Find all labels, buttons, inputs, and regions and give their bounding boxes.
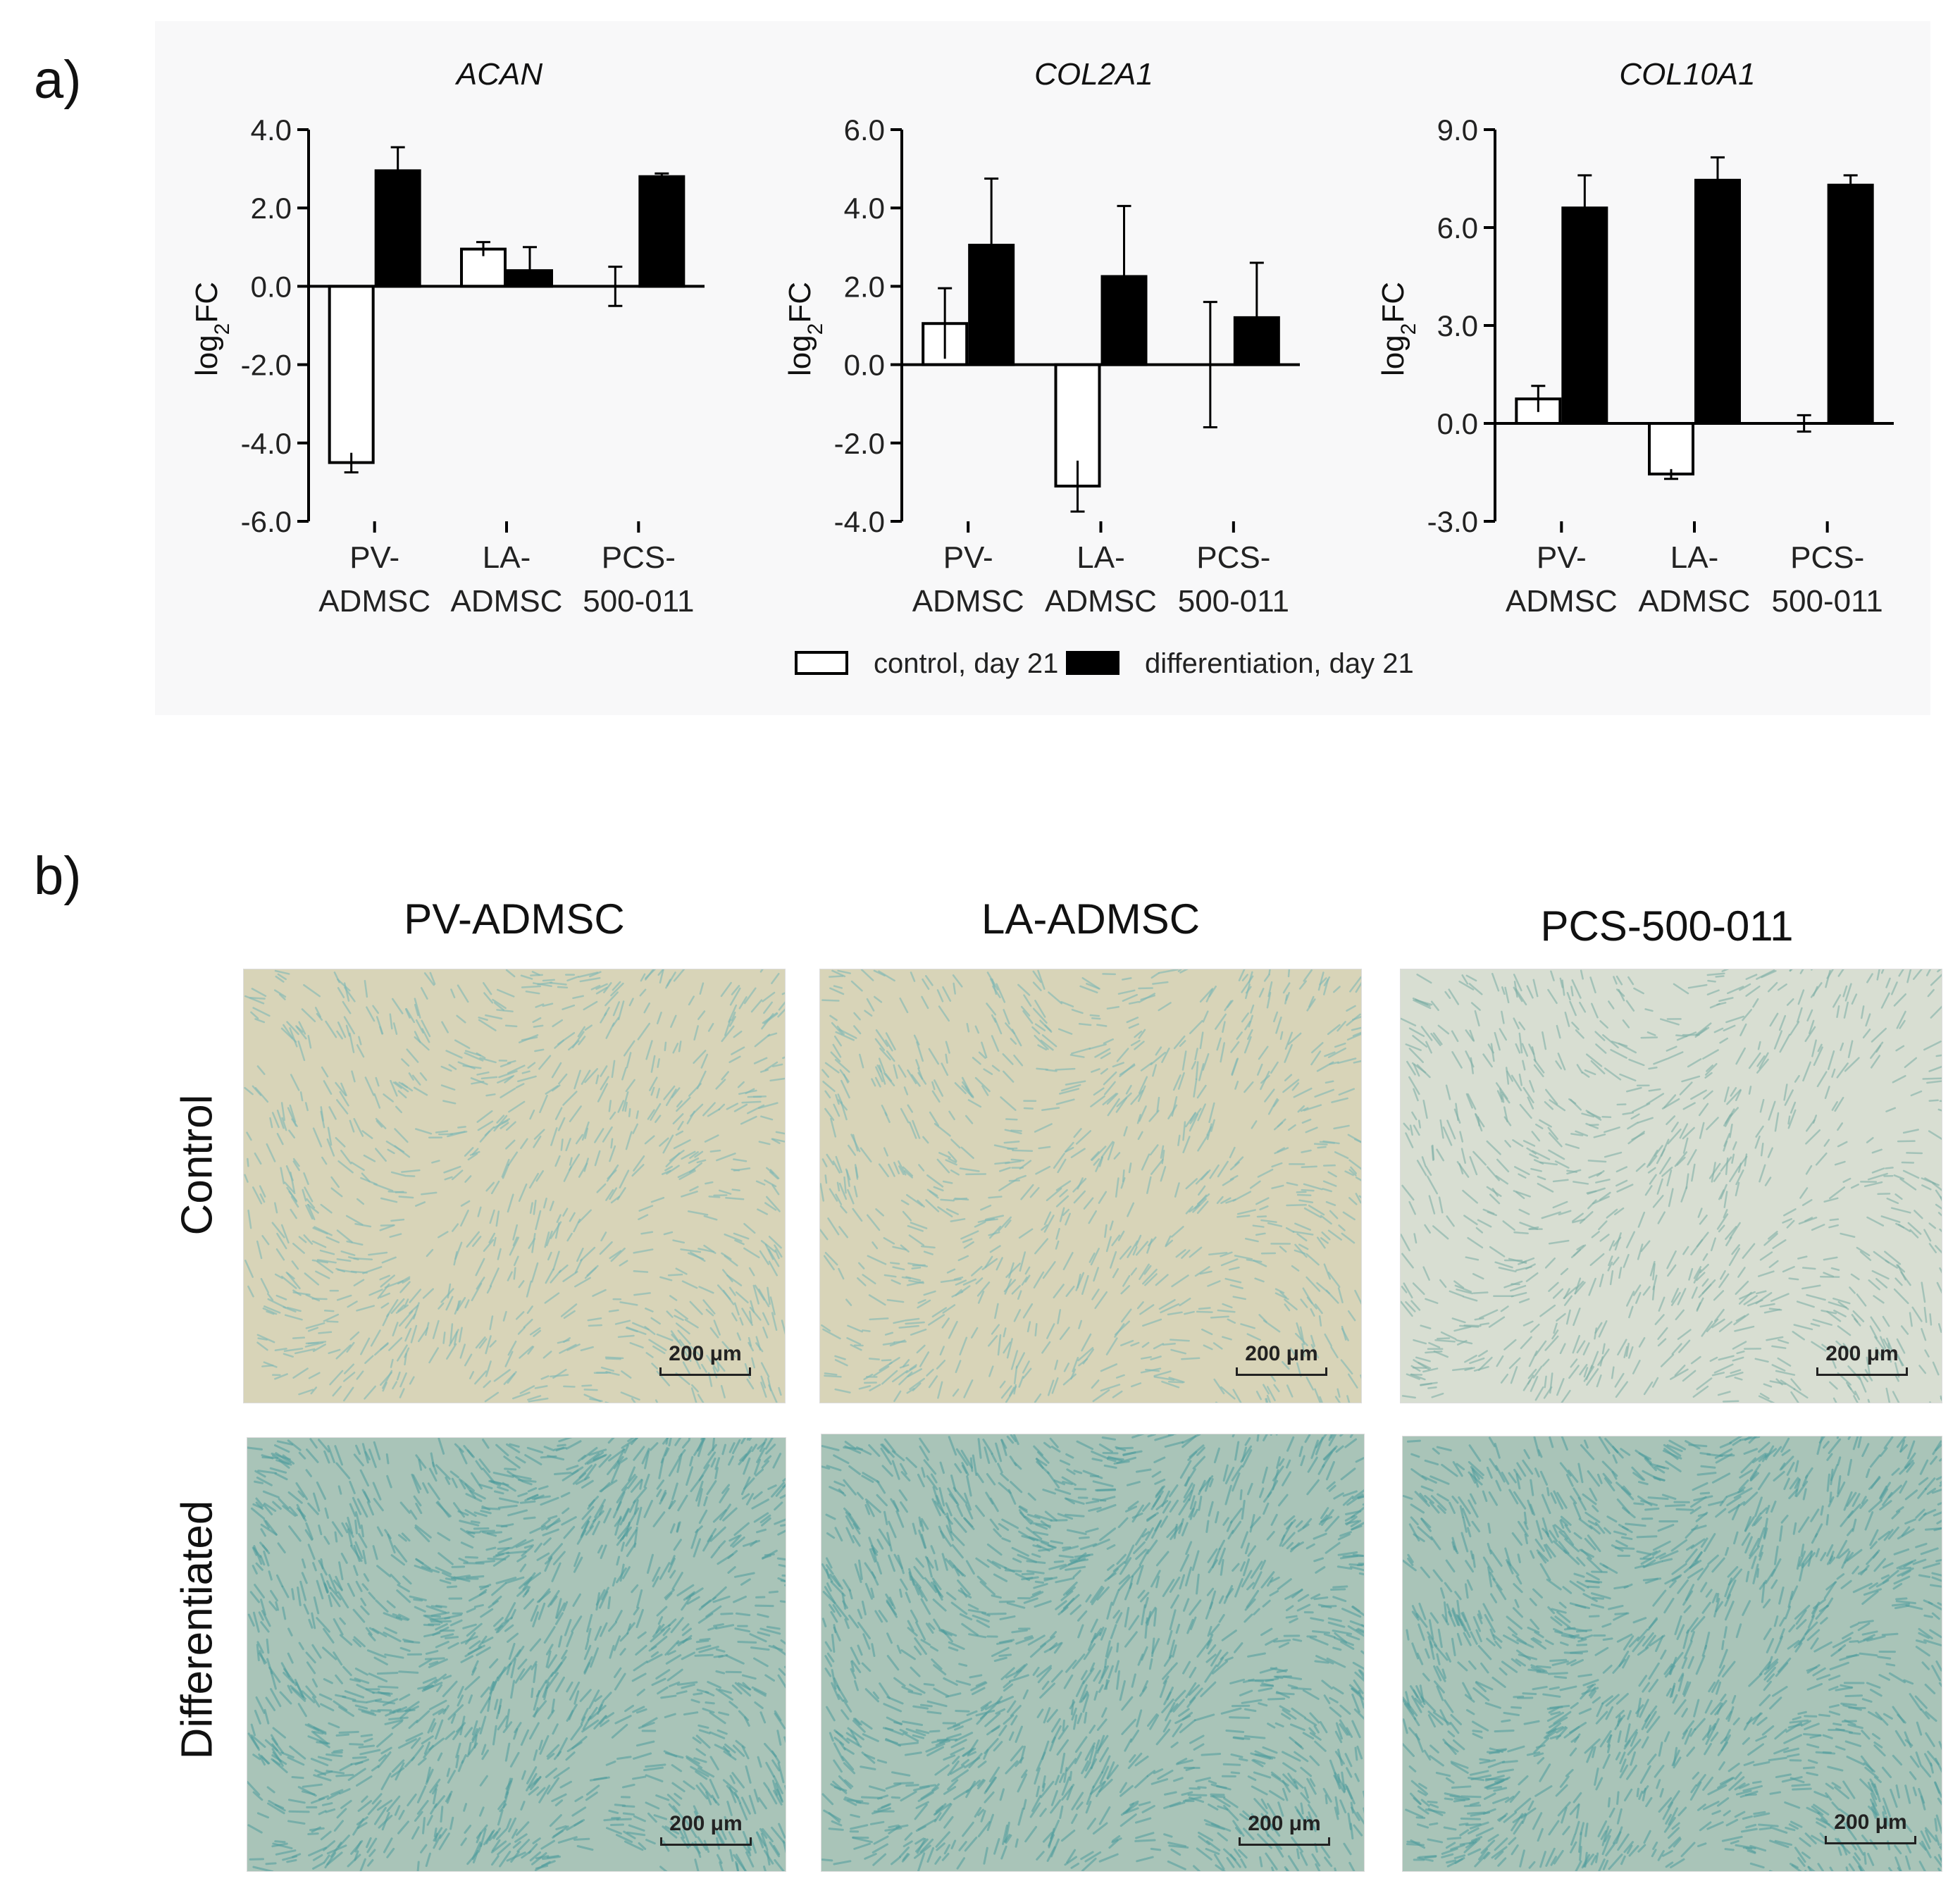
bar-chart-acan: ACAN -6.0 -4.0 -2.0 0.0 2.0 4.0 log2FC PV- ADMSC L… bbox=[190, 57, 705, 619]
panel-b-label: b) bbox=[34, 846, 82, 906]
scale-bar: 200 μm bbox=[1816, 1342, 1908, 1376]
panel-a-background bbox=[155, 21, 1930, 715]
chart-area: ACAN -6.0 -4.0 -2.0 0.0 2.0 4.0 log2FC PV- ADMSC L… bbox=[190, 57, 1894, 679]
micrograph-pcs-500-011-differentiated: 200 μm bbox=[1402, 1436, 1942, 1872]
y-tick-label: -2.0 bbox=[834, 427, 885, 460]
y-tick-label: -4.0 bbox=[834, 505, 885, 538]
legend-label: differentiation, day 21 bbox=[1145, 648, 1414, 679]
x-category-label: PV- bbox=[349, 540, 399, 575]
cell-strokes bbox=[1403, 1436, 1942, 1871]
micrograph-texture bbox=[1401, 969, 1942, 1403]
x-category-label: LA- bbox=[1077, 540, 1124, 575]
scale-bar: 200 μm bbox=[1825, 1811, 1916, 1844]
y-tick-label: 2.0 bbox=[844, 270, 885, 303]
x-category-label: ADMSC bbox=[912, 584, 1024, 619]
micrograph-texture bbox=[1403, 1436, 1942, 1871]
y-tick-label: 3.0 bbox=[1437, 309, 1478, 342]
x-category-label: ADMSC bbox=[451, 584, 563, 619]
cell-strokes bbox=[244, 969, 785, 1403]
scale-bar: 200 μm bbox=[1239, 1812, 1330, 1846]
y-axis-label: log2FC bbox=[190, 282, 234, 376]
y-tick-label: -3.0 bbox=[1427, 505, 1478, 538]
x-category-label: PV- bbox=[943, 540, 993, 575]
bar-chart-col2a1: COL2A1 -4.0 -2.0 0.0 2.0 4.0 6.0 log2FC PV- ADMSC… bbox=[783, 57, 1300, 619]
column-title-la-admsc: LA-ADMSC bbox=[981, 895, 1201, 943]
row-title-control: Control bbox=[173, 1094, 222, 1236]
x-category-label: ADMSC bbox=[318, 584, 430, 619]
x-category-label: LA- bbox=[1670, 540, 1718, 575]
micrograph-texture bbox=[244, 969, 785, 1403]
y-axis-label: log2FC bbox=[1376, 282, 1420, 376]
micrograph-texture bbox=[821, 1434, 1364, 1871]
cell-strokes bbox=[820, 969, 1361, 1403]
vignette-shade bbox=[1401, 969, 1942, 1403]
y-tick-label: -4.0 bbox=[241, 427, 292, 460]
micrograph-texture bbox=[247, 1438, 786, 1871]
x-category-label: PCS- bbox=[1196, 540, 1270, 575]
x-category-label: 500-011 bbox=[1178, 584, 1289, 619]
scale-bar-label: 200 μm bbox=[669, 1342, 742, 1365]
y-tick-label: 4.0 bbox=[844, 192, 885, 225]
scale-bar-label: 200 μm bbox=[1245, 1342, 1318, 1365]
panel-a-label: a) bbox=[34, 50, 82, 110]
scale-bar: 200 μm bbox=[1236, 1342, 1327, 1376]
x-category-label: PCS- bbox=[602, 540, 676, 575]
scale-bar-label: 200 μm bbox=[1248, 1812, 1321, 1835]
bar bbox=[328, 285, 375, 464]
micrograph-background bbox=[244, 969, 785, 1403]
scale-bar-label: 200 μm bbox=[669, 1812, 743, 1835]
micrograph-pv-admsc-differentiated: 200 μm bbox=[247, 1437, 786, 1872]
x-category-label: ADMSC bbox=[1639, 584, 1751, 619]
y-tick-label: 6.0 bbox=[844, 113, 885, 147]
bar bbox=[1648, 422, 1694, 476]
legend-swatch bbox=[1066, 651, 1119, 675]
micrograph-texture bbox=[820, 969, 1361, 1403]
row-title-differentiated: Differentiated bbox=[173, 1500, 222, 1760]
micrograph-pv-admsc-control: 200 μm bbox=[243, 969, 786, 1403]
scale-bar: 200 μm bbox=[659, 1342, 751, 1376]
bar bbox=[1694, 178, 1741, 425]
x-category-label: PCS- bbox=[1790, 540, 1864, 575]
micrograph-pcs-500-011-control: 200 μm bbox=[1400, 969, 1942, 1403]
x-category-label: 500-011 bbox=[583, 584, 694, 619]
legend-swatch bbox=[795, 651, 848, 675]
scale-bar-label: 200 μm bbox=[1825, 1342, 1899, 1365]
y-tick-label: 6.0 bbox=[1437, 211, 1478, 244]
y-tick-label: 0.0 bbox=[844, 349, 885, 382]
scale-bar-label: 200 μm bbox=[1834, 1811, 1907, 1834]
y-tick-label: 9.0 bbox=[1437, 113, 1478, 147]
y-tick-label: 0.0 bbox=[251, 270, 292, 303]
y-tick-label: 0.0 bbox=[1437, 407, 1478, 440]
x-category-label: ADMSC bbox=[1045, 584, 1157, 619]
column-title-pv-admsc: PV-ADMSC bbox=[404, 895, 625, 943]
y-tick-label: -6.0 bbox=[241, 505, 292, 538]
x-category-label: 500-011 bbox=[1772, 584, 1883, 619]
bar-chart-col10a1: COL10A1 -3.0 0.0 3.0 6.0 9.0 log2FC PV- ADMSC LA-… bbox=[1376, 57, 1894, 619]
y-tick-label: -2.0 bbox=[241, 349, 292, 382]
y-axis-label: log2FC bbox=[783, 282, 827, 376]
micrograph-background bbox=[820, 969, 1361, 1403]
column-title-pcs-500-011: PCS-500-011 bbox=[1540, 902, 1794, 950]
x-category-label: LA- bbox=[483, 540, 531, 575]
legend: control, day 21 differentiation, day 21 bbox=[795, 648, 1414, 679]
micrograph-background bbox=[1403, 1436, 1942, 1871]
bar bbox=[638, 175, 686, 288]
chart-title: COL10A1 bbox=[1619, 57, 1755, 92]
legend-label: control, day 21 bbox=[874, 648, 1058, 679]
x-category-label: ADMSC bbox=[1506, 584, 1618, 619]
y-tick-label: 4.0 bbox=[251, 113, 292, 147]
scale-bar: 200 μm bbox=[660, 1812, 752, 1846]
chart-title: COL2A1 bbox=[1034, 57, 1153, 92]
micrograph-background bbox=[821, 1434, 1364, 1871]
cell-strokes bbox=[1401, 969, 1942, 1403]
bar bbox=[1827, 183, 1874, 425]
micrograph-la-admsc-control: 200 μm bbox=[819, 969, 1362, 1403]
micrograph-la-admsc-differentiated: 200 μm bbox=[821, 1434, 1365, 1872]
cell-strokes bbox=[247, 1438, 786, 1871]
y-tick-label: 2.0 bbox=[251, 192, 292, 225]
x-category-label: PV- bbox=[1537, 540, 1587, 575]
chart-title: ACAN bbox=[454, 57, 542, 92]
